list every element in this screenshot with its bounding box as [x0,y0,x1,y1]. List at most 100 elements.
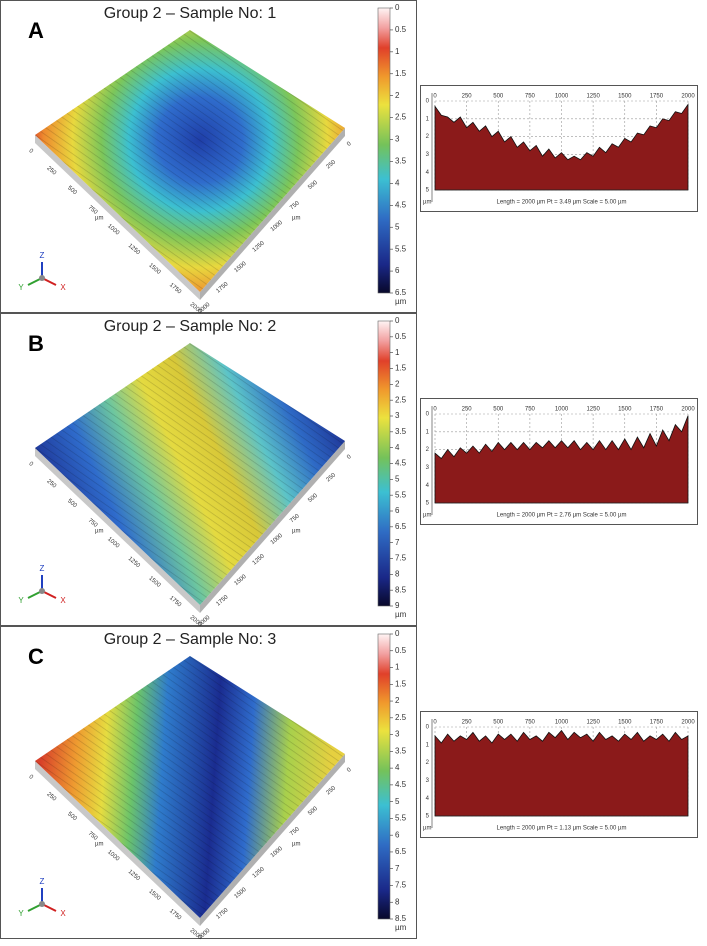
x-tick-label: 1250 [586,94,600,100]
colorbar-tick-label: 6.5 [395,847,407,856]
x-tick-label: 2000 [681,407,695,413]
y-unit: µm [423,200,431,206]
y-tick-label: 1 [426,116,430,122]
colorbar-tick-label: 6 [395,830,400,839]
colorbar-tick-label: 5.5 [395,490,407,499]
y-tick-label: 2 [426,134,430,140]
colorbar-tick-label: 4 [395,443,400,452]
colorbar-tick-label: 6.5 [395,522,407,531]
colorbar-tick-label: 7 [395,538,400,547]
y-tick-label: 5 [426,188,430,194]
colorbar-tick-label: 1 [395,663,400,672]
colorbar-tick-label: 8.5 [395,914,407,923]
x-tick-label: 1750 [650,407,664,413]
colorbar-tick-label: 9 [395,601,400,610]
colorbar-tick-label: 2.5 [395,113,407,122]
y-tick-label: 3 [426,465,430,471]
colorbar-tick-label: 3 [395,730,400,739]
y-tick-label: 5 [426,501,430,507]
triad-label: Z [40,251,45,260]
x-tick-label: 1250 [586,407,600,413]
y-tick-label: 1 [426,429,430,435]
surface-tick-label: 0 [346,454,353,461]
surface-tick-label: 500 [66,185,78,196]
x-tick-label: 250 [462,407,473,413]
colorbar-tick-label: 0 [395,3,400,12]
colorbar-tick-label: 4 [395,178,400,187]
colorbar-tick-label: 5 [395,222,400,231]
surface-tick-label: 750 [289,200,301,211]
colorbar [377,7,391,294]
x-tick-label: 1500 [618,720,632,726]
surface-tick-label: 750 [289,826,301,837]
surface-unit: µm [95,529,103,535]
surface-tick-label: 750 [87,205,99,216]
surface-base [200,754,345,926]
x-tick-label: 0 [433,407,437,413]
colorbar-tick-label: 0 [395,316,400,325]
surface-tick-label: 0 [346,767,353,774]
profile-area [434,103,689,191]
x-tick-label: 2000 [681,94,695,100]
colorbar-tick-label: 0.5 [395,646,407,655]
colorbar-tick-label: 5.5 [395,244,407,253]
surface-texture [35,343,345,605]
surface-tick-label: 250 [325,785,337,796]
x-tick-label: 1500 [618,94,632,100]
panel-title: Group 2 – Sample No: 2 [104,318,277,335]
colorbar-tick-label: 2 [395,696,400,705]
surface-tick-label: 0 [27,148,34,155]
triad-label: Z [40,564,45,573]
colorbar-tick-label: 7.5 [395,554,407,563]
surface-unit: µm [292,842,300,848]
colorbar-tick-label: 0.5 [395,25,407,34]
y-tick-label: 4 [426,796,430,802]
y-unit: µm [423,513,431,519]
surface-tick-label: 0 [346,141,353,148]
y-tick-label: 4 [426,170,430,176]
profile-area [434,415,689,504]
colorbar [377,633,391,920]
colorbar-tick-label: 3 [395,135,400,144]
profile-area [434,729,689,817]
y-tick-label: 3 [426,152,430,158]
colorbar-tick-label: 7 [395,864,400,873]
colorbar-tick-label: 5 [395,474,400,483]
surface-tick-label: 750 [87,831,99,842]
x-tick-label: 0 [433,720,437,726]
surface-tick-label: 750 [289,513,301,524]
colorbar-tick-label: 0.5 [395,332,407,341]
x-tick-label: 1750 [650,720,664,726]
colorbar-tick-label: 4.5 [395,780,407,789]
surface-tick-label: 750 [87,518,99,529]
x-tick-label: 1750 [650,94,664,100]
colorbar-unit: µm [395,923,407,932]
colorbar-unit: µm [395,610,407,619]
colorbar-unit: µm [395,297,407,306]
surface-tick-label: 250 [45,792,57,803]
colorbar-tick-label: 2 [395,379,400,388]
x-tick-label: 750 [525,407,536,413]
surface-tick-label: 500 [307,493,319,504]
x-tick-label: 500 [493,720,504,726]
panel-label: A [28,18,44,43]
colorbar-tick-label: 8.5 [395,585,407,594]
colorbar-tick-label: 4 [395,763,400,772]
triad-origin [39,588,45,594]
y-tick-label: 2 [426,760,430,766]
colorbar [377,320,391,607]
surface-texture [35,656,345,918]
colorbar-tick-label: 8 [395,569,400,578]
surface-unit: µm [292,529,300,535]
surface-tick-label: 500 [66,811,78,822]
surface-base [35,448,200,613]
triad-label: Y [18,596,24,605]
surface-unit: µm [292,216,300,222]
colorbar-tick-label: 3.5 [395,157,407,166]
surface-unit: µm [95,216,103,222]
x-tick-label: 1250 [586,720,600,726]
triad-label: Y [18,909,24,918]
y-tick-label: 0 [426,412,430,418]
